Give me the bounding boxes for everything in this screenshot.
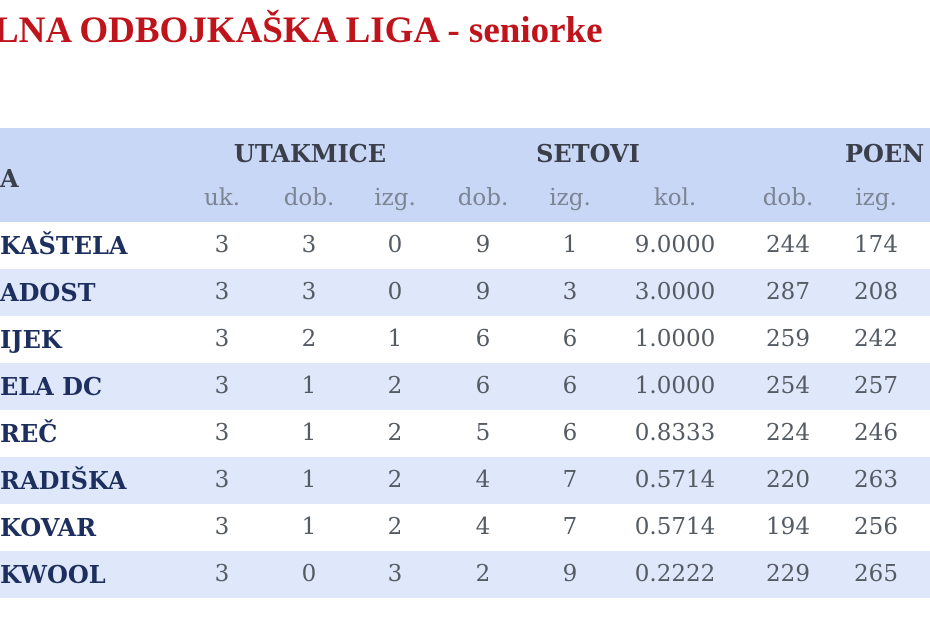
cell-value: 3 — [301, 232, 317, 258]
cell-value: 3 — [301, 279, 317, 305]
cell-value: 1 — [301, 514, 317, 540]
table-row: KOVAR 3 1 2 4 7 0.5714 194 256 — [0, 504, 930, 551]
cell-value: 9 — [475, 279, 491, 305]
group-header: A — [0, 164, 19, 193]
cell-value: 0 — [387, 279, 403, 305]
column-header: dob. — [762, 185, 814, 211]
cell-value: 5 — [475, 420, 491, 446]
cell-value: 3 — [214, 373, 230, 399]
column-header: izg. — [374, 185, 416, 211]
column-header: izg. — [549, 185, 591, 211]
cell-value: 1.0000 — [634, 373, 716, 399]
column-header: dob. — [283, 185, 335, 211]
cell-value: 2 — [387, 373, 403, 399]
cell-value: 256 — [854, 514, 898, 540]
cell-value: 2 — [387, 467, 403, 493]
cell-value: 174 — [854, 232, 898, 258]
table-header — [0, 128, 930, 222]
cell-value: 3 — [214, 420, 230, 446]
cell-value: 194 — [766, 514, 810, 540]
cell-value: 254 — [766, 373, 810, 399]
cell-value: 0.8333 — [634, 420, 716, 446]
cell-value: 3 — [214, 514, 230, 540]
team-name: REČ — [0, 419, 58, 448]
page-title: LNA ODBOJKAŠKA LIGA - seniorke — [0, 10, 603, 51]
cell-value: 263 — [854, 467, 898, 493]
cell-value: 1 — [301, 467, 317, 493]
team-name: ELA DC — [0, 372, 103, 401]
group-header: SETOVI — [536, 139, 640, 168]
cell-value: 1 — [301, 420, 317, 446]
cell-value: 4 — [475, 514, 491, 540]
cell-value: 3.0000 — [634, 279, 716, 305]
cell-value: 265 — [854, 561, 898, 587]
cell-value: 259 — [766, 326, 810, 352]
team-name: KWOOL — [0, 560, 106, 589]
cell-value: 246 — [854, 420, 898, 446]
cell-value: 0 — [301, 561, 317, 587]
cell-value: 7 — [562, 514, 578, 540]
cell-value: 242 — [854, 326, 898, 352]
cell-value: 6 — [562, 373, 578, 399]
table-row: RADIŠKA 3 1 2 4 7 0.5714 220 263 — [0, 457, 930, 504]
cell-value: 4 — [475, 467, 491, 493]
cell-value: 257 — [854, 373, 898, 399]
table-row: IJEK 3 2 1 6 6 1.0000 259 242 — [0, 316, 930, 363]
cell-value: 0.2222 — [634, 561, 716, 587]
cell-value: 6 — [562, 326, 578, 352]
cell-value: 229 — [766, 561, 810, 587]
standings-table: A UTAKMICE SETOVI POEN uk. dob. izg. dob. izg. ko… — [0, 128, 930, 600]
column-header: izg. — [855, 185, 897, 211]
cell-value: 0.5714 — [634, 514, 716, 540]
cell-value: 6 — [562, 420, 578, 446]
table-row: ELA DC 3 1 2 6 6 1.0000 254 257 — [0, 363, 930, 410]
column-header: kol. — [653, 185, 697, 211]
cell-value: 0.5714 — [634, 467, 716, 493]
team-name: KAŠTELA — [0, 231, 128, 260]
cell-value: 220 — [766, 467, 810, 493]
team-name: RADIŠKA — [0, 466, 127, 495]
cell-value: 208 — [854, 279, 898, 305]
cell-value: 224 — [766, 420, 810, 446]
cell-value: 2 — [301, 326, 317, 352]
table-row: REČ 3 1 2 5 6 0.8333 224 246 — [0, 410, 930, 457]
cell-value: 0 — [387, 232, 403, 258]
cell-value: 2 — [387, 514, 403, 540]
cell-value: 3 — [214, 326, 230, 352]
group-header: UTAKMICE — [233, 139, 387, 168]
column-header: uk. — [203, 185, 241, 211]
cell-value: 3 — [214, 561, 230, 587]
team-name: ADOST — [0, 278, 96, 307]
cell-value: 3 — [562, 279, 578, 305]
table-row: KWOOL 3 0 3 2 9 0.2222 229 265 — [0, 551, 930, 598]
cell-value: 287 — [766, 279, 810, 305]
cell-value: 1 — [387, 326, 403, 352]
group-header: POEN — [845, 139, 925, 168]
cell-value: 1 — [562, 232, 578, 258]
table-row: KAŠTELA 3 3 0 9 1 9.0000 244 174 — [0, 222, 930, 269]
cell-value: 9 — [562, 561, 578, 587]
cell-value: 3 — [387, 561, 403, 587]
column-header: dob. — [457, 185, 509, 211]
cell-value: 9 — [475, 232, 491, 258]
cell-value: 1 — [301, 373, 317, 399]
team-name: KOVAR — [0, 513, 97, 542]
cell-value: 3 — [214, 279, 230, 305]
cell-value: 244 — [766, 232, 810, 258]
cell-value: 6 — [475, 373, 491, 399]
cell-value: 2 — [387, 420, 403, 446]
cell-value: 3 — [214, 467, 230, 493]
team-name: IJEK — [0, 325, 62, 354]
cell-value: 7 — [562, 467, 578, 493]
cell-value: 1.0000 — [634, 326, 716, 352]
cell-value: 3 — [214, 232, 230, 258]
table-row: ADOST 3 3 0 9 3 3.0000 287 208 — [0, 269, 930, 316]
cell-value: 2 — [475, 561, 491, 587]
cell-value: 9.0000 — [634, 232, 716, 258]
cell-value: 6 — [475, 326, 491, 352]
